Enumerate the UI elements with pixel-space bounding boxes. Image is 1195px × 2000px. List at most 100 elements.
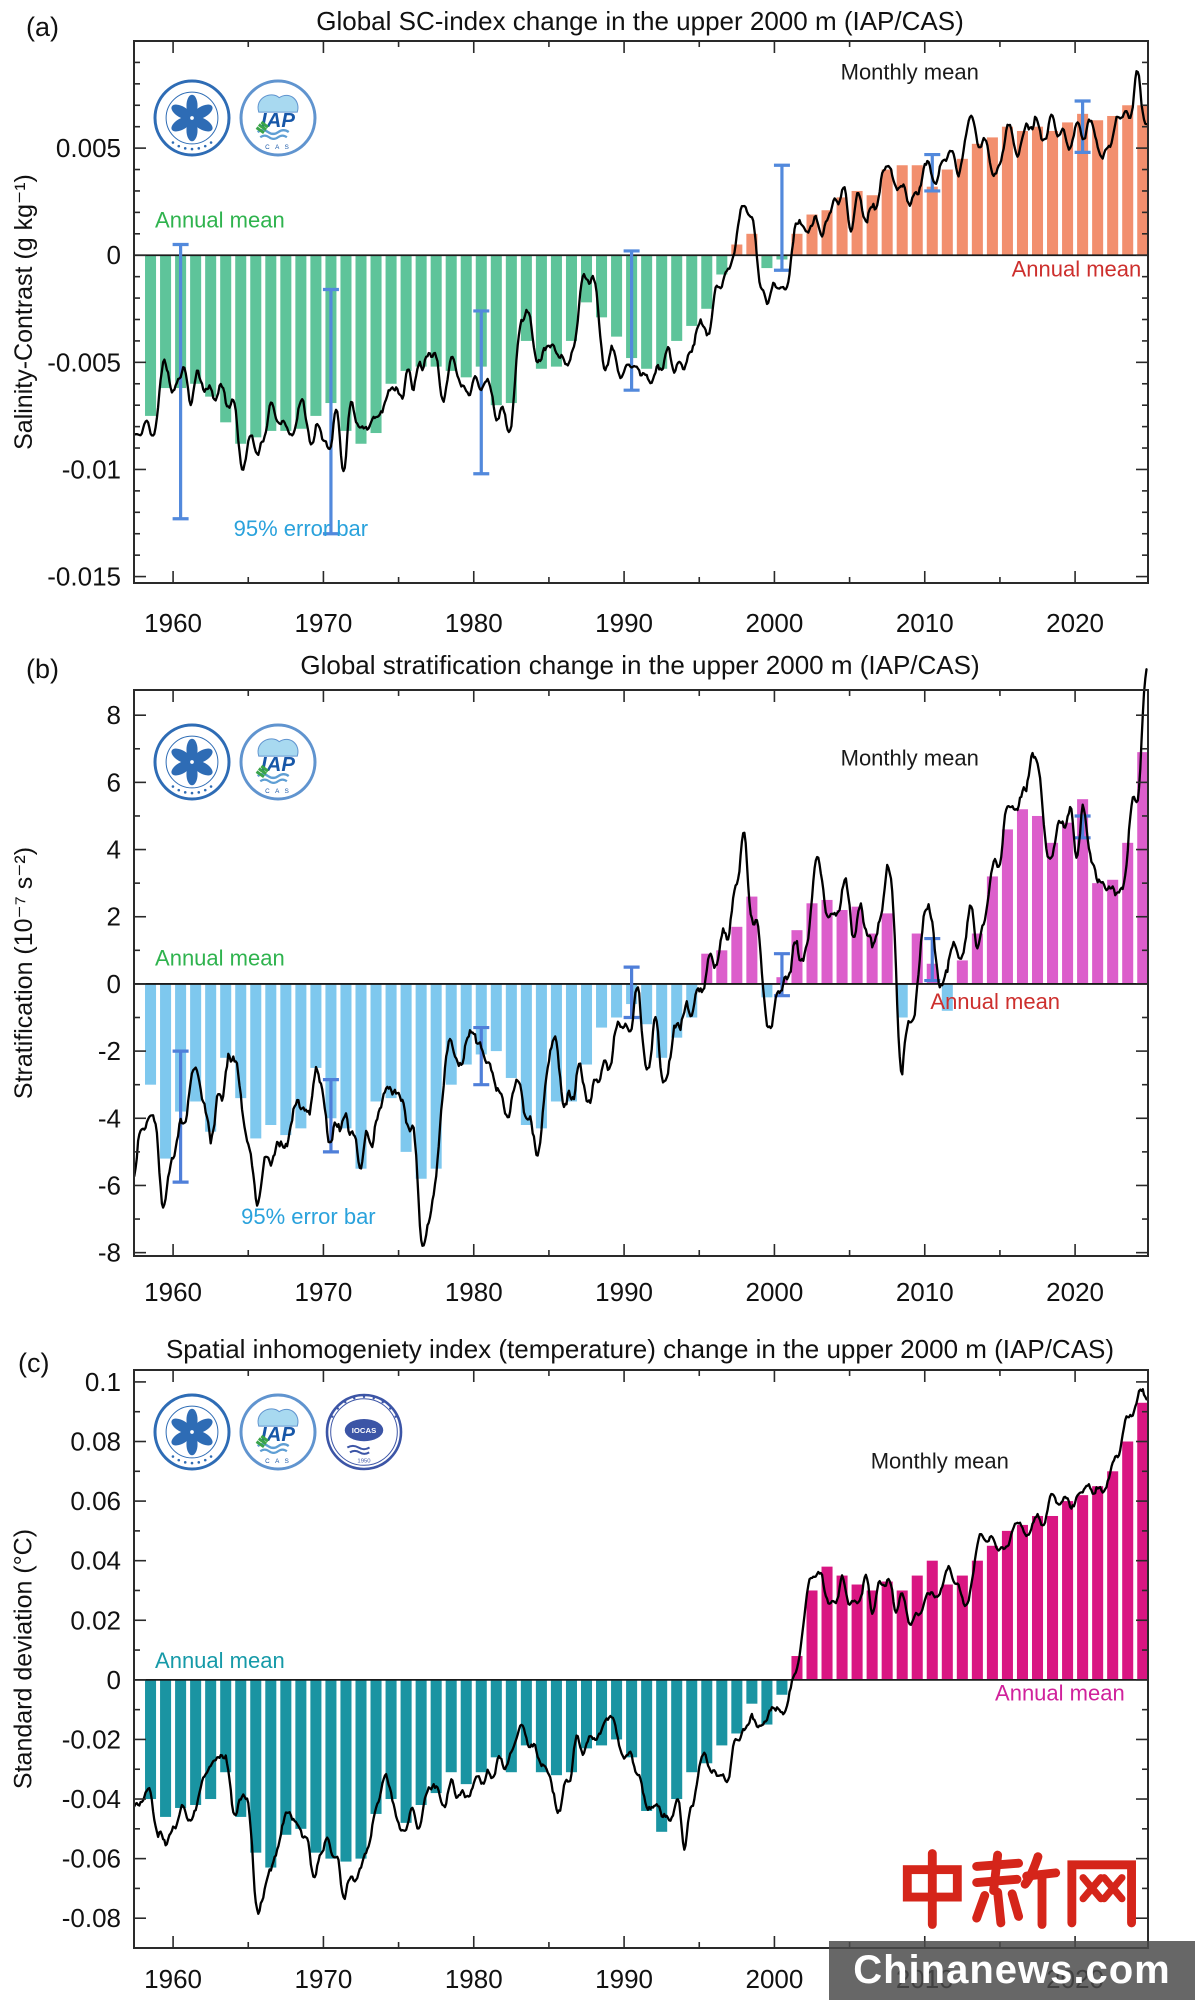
panel-a-bar-1993 <box>671 255 683 341</box>
panel-b-annotations: Annual mean Monthly mean Annual mean 95% er… <box>155 746 1060 1230</box>
panel-c-bar-1986 <box>565 1679 577 1773</box>
panel-c-bar-1996 <box>716 1679 728 1746</box>
panel-b-bar-2011 <box>941 983 953 1011</box>
panel-a-bar-2023 <box>1122 105 1134 256</box>
panel-c-bar-2008 <box>896 1590 908 1680</box>
panel-b-title: Global stratification change in the uppe… <box>300 650 980 680</box>
panel-b-bar-2007 <box>881 913 893 984</box>
panel-a-bar-1967 <box>280 255 292 431</box>
panel-a-bar-2009 <box>911 165 923 256</box>
panel-c-bar-1966 <box>265 1679 277 1868</box>
svg-text:1990: 1990 <box>595 1277 653 1307</box>
panel-b-bar-2005 <box>851 906 863 984</box>
panel-b-bar-1978 <box>445 983 457 1085</box>
svg-text:IAP: IAP <box>261 754 295 776</box>
panel-b-bar-1967 <box>280 983 292 1136</box>
panel-c-bar-2003 <box>821 1566 833 1680</box>
panel-b-bar-1973 <box>370 983 382 1102</box>
panel-c-bar-1963 <box>220 1679 232 1773</box>
panel-b-bar-2018 <box>1047 842 1059 984</box>
panel-a-bar-1973 <box>370 255 382 434</box>
panel-c-bar-2011 <box>941 1584 953 1680</box>
panel-a-bar-2001 <box>791 233 803 256</box>
panel-a-bar-1983 <box>520 255 532 341</box>
panel-b-bar-1960 <box>175 983 187 1112</box>
panel-b-bar-2024 <box>1137 752 1147 984</box>
panel-c-bar-1975 <box>400 1679 412 1823</box>
panel-a-bar-2008 <box>896 165 908 256</box>
panel-c-bar-1958 <box>145 1679 157 1800</box>
svg-text:1960: 1960 <box>144 1277 202 1307</box>
panel-c-bar-1973 <box>370 1679 382 1814</box>
svg-text:2: 2 <box>107 902 121 932</box>
panel-b-tick-labels: 1960 1970 1980 1990 2000 2010 2020 8 6 4 2 0 -2 -4 -6 -… <box>98 700 1104 1307</box>
panel-b-bar-2009 <box>911 933 923 984</box>
panel-c-bar-1991 <box>641 1679 653 1811</box>
panel-a-bar-1988 <box>596 255 608 318</box>
panel-a-bar-2019 <box>1062 122 1074 256</box>
iap-logo-icon: IAP C A S <box>239 1393 317 1471</box>
panel-a-bar-1984 <box>535 255 547 369</box>
panel-c-bar-1985 <box>550 1679 562 1776</box>
panel-b-bar-1999 <box>761 983 773 998</box>
panel-b-bar-1974 <box>385 983 397 1099</box>
svg-text:IOCAS: IOCAS <box>352 1426 377 1435</box>
panel-b-bar-2006 <box>866 933 878 984</box>
panel-c-bar-1965 <box>250 1679 262 1853</box>
svg-text:2000: 2000 <box>745 1277 803 1307</box>
panel-a-bar-1991 <box>641 255 653 369</box>
svg-text:-0.04: -0.04 <box>62 1784 121 1814</box>
panel-c-bar-1998 <box>746 1679 758 1704</box>
panel-a-bar-2016 <box>1016 130 1028 256</box>
panel-a-label-error: 95% error bar <box>234 516 369 541</box>
panel-a-bar-1965 <box>250 255 262 438</box>
panel-c-bar-1978 <box>445 1679 457 1773</box>
panel-b-bar-1994 <box>686 983 698 1018</box>
svg-text:1990: 1990 <box>595 1964 653 1994</box>
iap-logo-icon: IAP C A S <box>239 79 317 157</box>
panel-a-bar-2017 <box>1031 126 1044 256</box>
panel-b-bar-2004 <box>836 910 848 984</box>
panel-a-bar-1992 <box>656 255 668 369</box>
panel-b-bar-1984 <box>535 983 547 1129</box>
svg-text:-0.02: -0.02 <box>62 1724 121 1754</box>
panel-c-bar-2000 <box>776 1679 788 1695</box>
panel-c-bar-1990 <box>626 1679 638 1758</box>
panel-a-bar-1975 <box>400 255 412 371</box>
panel-c-bar-1974 <box>385 1679 397 1800</box>
panel-b-bar-1992 <box>656 983 668 1058</box>
panel-c-bar-1988 <box>596 1679 608 1746</box>
panel-b-bar-1968 <box>295 983 307 1129</box>
panel-b-bar-1996 <box>716 950 728 984</box>
panel-c-bar-2017 <box>1031 1515 1044 1680</box>
panel-c-bar-2010 <box>926 1560 938 1680</box>
panel-c-bar-1964 <box>235 1679 247 1817</box>
panel-c-bar-1992 <box>656 1679 668 1832</box>
panel-b-label-error: 95% error bar <box>241 1204 376 1229</box>
panel-b-bar-2020 <box>1077 799 1089 984</box>
panel-a-bar-1995 <box>701 255 713 309</box>
panel-c-bar-1961 <box>190 1679 202 1805</box>
svg-text:0.005: 0.005 <box>56 133 121 163</box>
panel-a-bar-2002 <box>806 214 818 256</box>
panel-a-bar-1989 <box>611 255 623 337</box>
panel-a-letter: (a) <box>26 12 59 42</box>
panel-a-bar-1996 <box>716 255 728 275</box>
panel-b-bar-2023 <box>1122 842 1134 984</box>
panel-c-bar-1976 <box>415 1679 427 1805</box>
panel-c-bar-1989 <box>611 1679 623 1740</box>
panel-a-bar-2015 <box>1001 126 1013 256</box>
panel-a-bar-1969 <box>310 255 322 416</box>
iap-logo-icon: IAP C A S <box>239 723 317 801</box>
panel-a-bar-1994 <box>686 255 698 326</box>
panel-b-bar-1976 <box>415 983 427 1179</box>
panel-c-bar-1993 <box>671 1679 683 1800</box>
panel-c-label-annual_left: Annual mean <box>155 1648 285 1673</box>
svg-text:1980: 1980 <box>445 1277 503 1307</box>
panel-a-bar-2011 <box>941 169 953 256</box>
panel-a-bar-1976 <box>415 255 427 367</box>
panel-a-bar-1977 <box>430 255 442 367</box>
panel-a-plot-group: 1960 1970 1980 1990 2000 2010 2020 0.005 0 -0.005… <box>47 40 1149 638</box>
svg-text:1950: 1950 <box>357 1458 371 1464</box>
cas-logo-icon <box>153 79 231 157</box>
